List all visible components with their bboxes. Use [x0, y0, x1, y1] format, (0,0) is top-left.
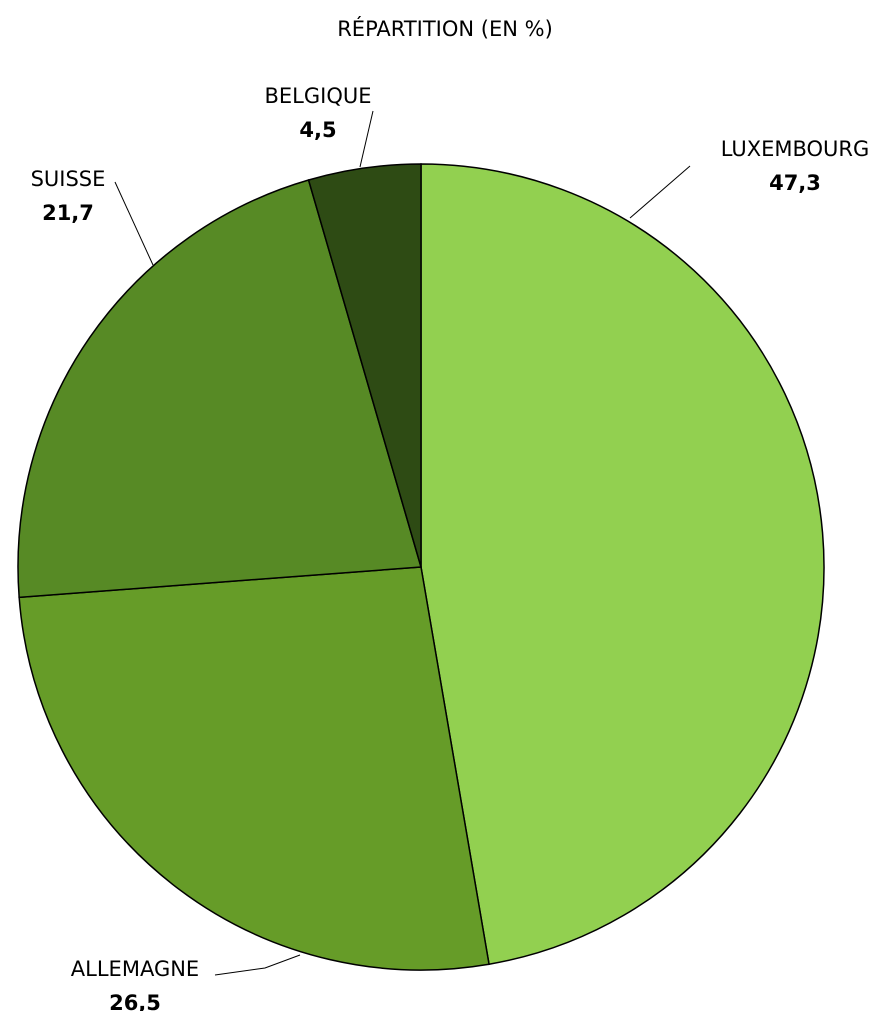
slice-label: LUXEMBOURG	[721, 137, 870, 161]
value-label: 4,5	[299, 118, 336, 142]
leader-line	[359, 110, 374, 168]
slice-label: BELGIQUE	[264, 84, 371, 108]
value-label: 26,5	[109, 991, 161, 1011]
leader-line	[114, 181, 154, 266]
pie-slice	[17, 179, 422, 599]
pie-slice	[307, 163, 422, 568]
chart-title: RÉPARTITION (EN %)	[337, 16, 553, 41]
value-label: 21,7	[42, 201, 94, 225]
slice-label: ALLEMAGNE	[71, 957, 199, 981]
value-label: 47,3	[769, 171, 821, 195]
pie-slice	[18, 566, 490, 971]
leader-line	[629, 165, 691, 219]
leader-line	[214, 954, 301, 976]
slice-label: SUISSE	[31, 167, 106, 191]
pie-slice	[420, 163, 825, 966]
